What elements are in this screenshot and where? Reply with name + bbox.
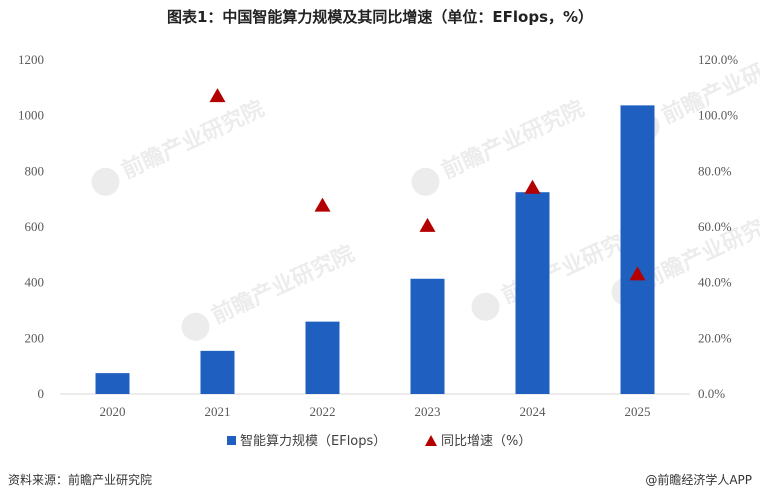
x-axis: 2020 2021 2022 2023 2024 2025 <box>60 393 690 419</box>
bar <box>200 350 235 394</box>
x-tick-label: 2022 <box>310 404 336 419</box>
growth-series <box>209 88 646 281</box>
bar <box>305 321 340 394</box>
x-tick-label: 2024 <box>520 404 547 419</box>
bar-series <box>95 105 655 394</box>
right-tick-label: 40.0% <box>698 275 732 290</box>
left-tick-label: 800 <box>25 163 45 178</box>
watermark-logo <box>91 167 120 196</box>
watermark: 前瞻产业研究院 <box>91 96 269 196</box>
watermark-text: 前瞻产业研究院 <box>118 96 269 185</box>
brand-label: @前瞻经济学人APP <box>645 473 752 487</box>
growth-marker <box>419 217 436 232</box>
legend: 智能算力规模（EFlops） 同比增速（%） <box>227 434 531 449</box>
left-tick-label: 0 <box>38 386 45 401</box>
source-note: 资料来源：前瞻产业研究院 <box>8 473 153 487</box>
bar <box>620 105 655 394</box>
right-tick-label: 100.0% <box>698 108 738 123</box>
legend-growth-label: 同比增速（%） <box>441 434 531 449</box>
right-tick-label: 0.0% <box>698 386 725 401</box>
right-tick-label: 20.0% <box>698 330 732 345</box>
left-tick-label: 400 <box>25 275 45 290</box>
legend-bar-swatch <box>227 436 236 445</box>
left-tick-label: 200 <box>25 330 45 345</box>
x-tick-label: 2023 <box>415 404 441 419</box>
chart-title: 图表1：中国智能算力规模及其同比增速（单位：EFlops，%） <box>166 8 594 26</box>
right-tick-label: 80.0% <box>698 163 732 178</box>
watermark-logo <box>181 312 210 341</box>
x-tick-label: 2020 <box>100 404 126 419</box>
right-tick-label: 120.0% <box>698 52 738 67</box>
growth-marker <box>524 179 541 194</box>
left-axis: 0 200 400 600 800 1000 1200 <box>18 52 44 401</box>
left-tick-label: 1000 <box>18 108 44 123</box>
right-tick-label: 60.0% <box>698 219 732 234</box>
watermark-logo <box>471 292 500 321</box>
x-tick-label: 2021 <box>205 404 231 419</box>
growth-marker <box>629 266 646 281</box>
watermark-logo <box>411 167 440 196</box>
growth-marker <box>209 88 226 103</box>
left-tick-label: 1200 <box>18 52 44 67</box>
legend-bar-label: 智能算力规模（EFlops） <box>240 434 386 449</box>
watermark-text: 前瞻产业研究院 <box>208 241 359 330</box>
x-tick-label: 2025 <box>625 404 651 419</box>
legend-growth-swatch <box>425 435 437 446</box>
watermark: 前瞻产业研究院 <box>411 96 589 196</box>
watermark-text: 前瞻产业研究院 <box>438 96 589 185</box>
left-tick-label: 600 <box>25 219 45 234</box>
bar <box>95 373 130 394</box>
right-axis: 0.0% 20.0% 40.0% 60.0% 80.0% 100.0% 120.0% <box>698 52 738 401</box>
bar <box>410 278 445 394</box>
growth-marker <box>314 197 331 212</box>
bar <box>515 192 550 394</box>
